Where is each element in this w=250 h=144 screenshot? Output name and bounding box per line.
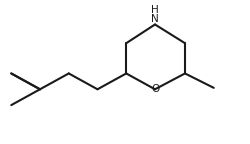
Text: H: H [151,5,159,15]
Text: O: O [151,84,159,94]
Text: N: N [151,15,159,24]
